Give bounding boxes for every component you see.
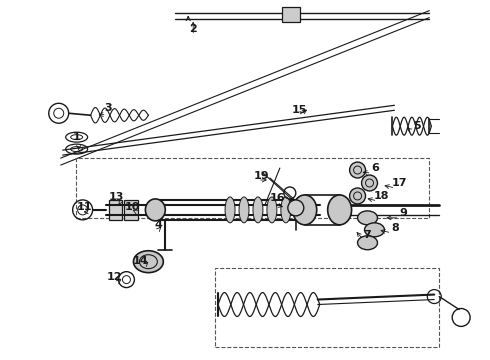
Text: 10: 10 [125,202,140,212]
Text: 3: 3 [105,103,112,113]
Ellipse shape [253,197,263,223]
Text: 15: 15 [292,105,308,115]
Ellipse shape [293,195,317,225]
Ellipse shape [133,251,163,273]
Ellipse shape [328,195,352,225]
Text: 19: 19 [254,171,270,181]
Text: 9: 9 [399,208,407,218]
Circle shape [349,162,366,178]
Text: 5: 5 [414,121,421,131]
Circle shape [349,188,366,204]
Bar [75,158,429,218]
Ellipse shape [225,197,235,223]
Bar [124,200,138,220]
Text: 13: 13 [109,192,124,202]
Ellipse shape [365,223,385,237]
Text: 12: 12 [107,272,122,282]
Ellipse shape [281,197,291,223]
Text: 8: 8 [392,223,399,233]
Text: 17: 17 [392,178,407,188]
Ellipse shape [358,236,377,250]
Text: 4: 4 [154,220,162,230]
Ellipse shape [267,197,277,223]
Text: 14: 14 [133,256,148,266]
Bar [108,200,122,220]
Ellipse shape [146,199,165,221]
Bar [215,268,439,347]
Text: 18: 18 [374,191,389,201]
Text: 7: 7 [364,230,371,240]
Text: 1: 1 [73,132,80,142]
Text: 16: 16 [270,193,286,203]
Bar [282,7,300,22]
Text: 2: 2 [189,24,197,33]
Circle shape [288,200,304,216]
Ellipse shape [358,211,377,225]
Ellipse shape [239,197,249,223]
Text: 11: 11 [77,202,93,212]
Circle shape [362,175,377,191]
Text: 6: 6 [371,163,379,173]
